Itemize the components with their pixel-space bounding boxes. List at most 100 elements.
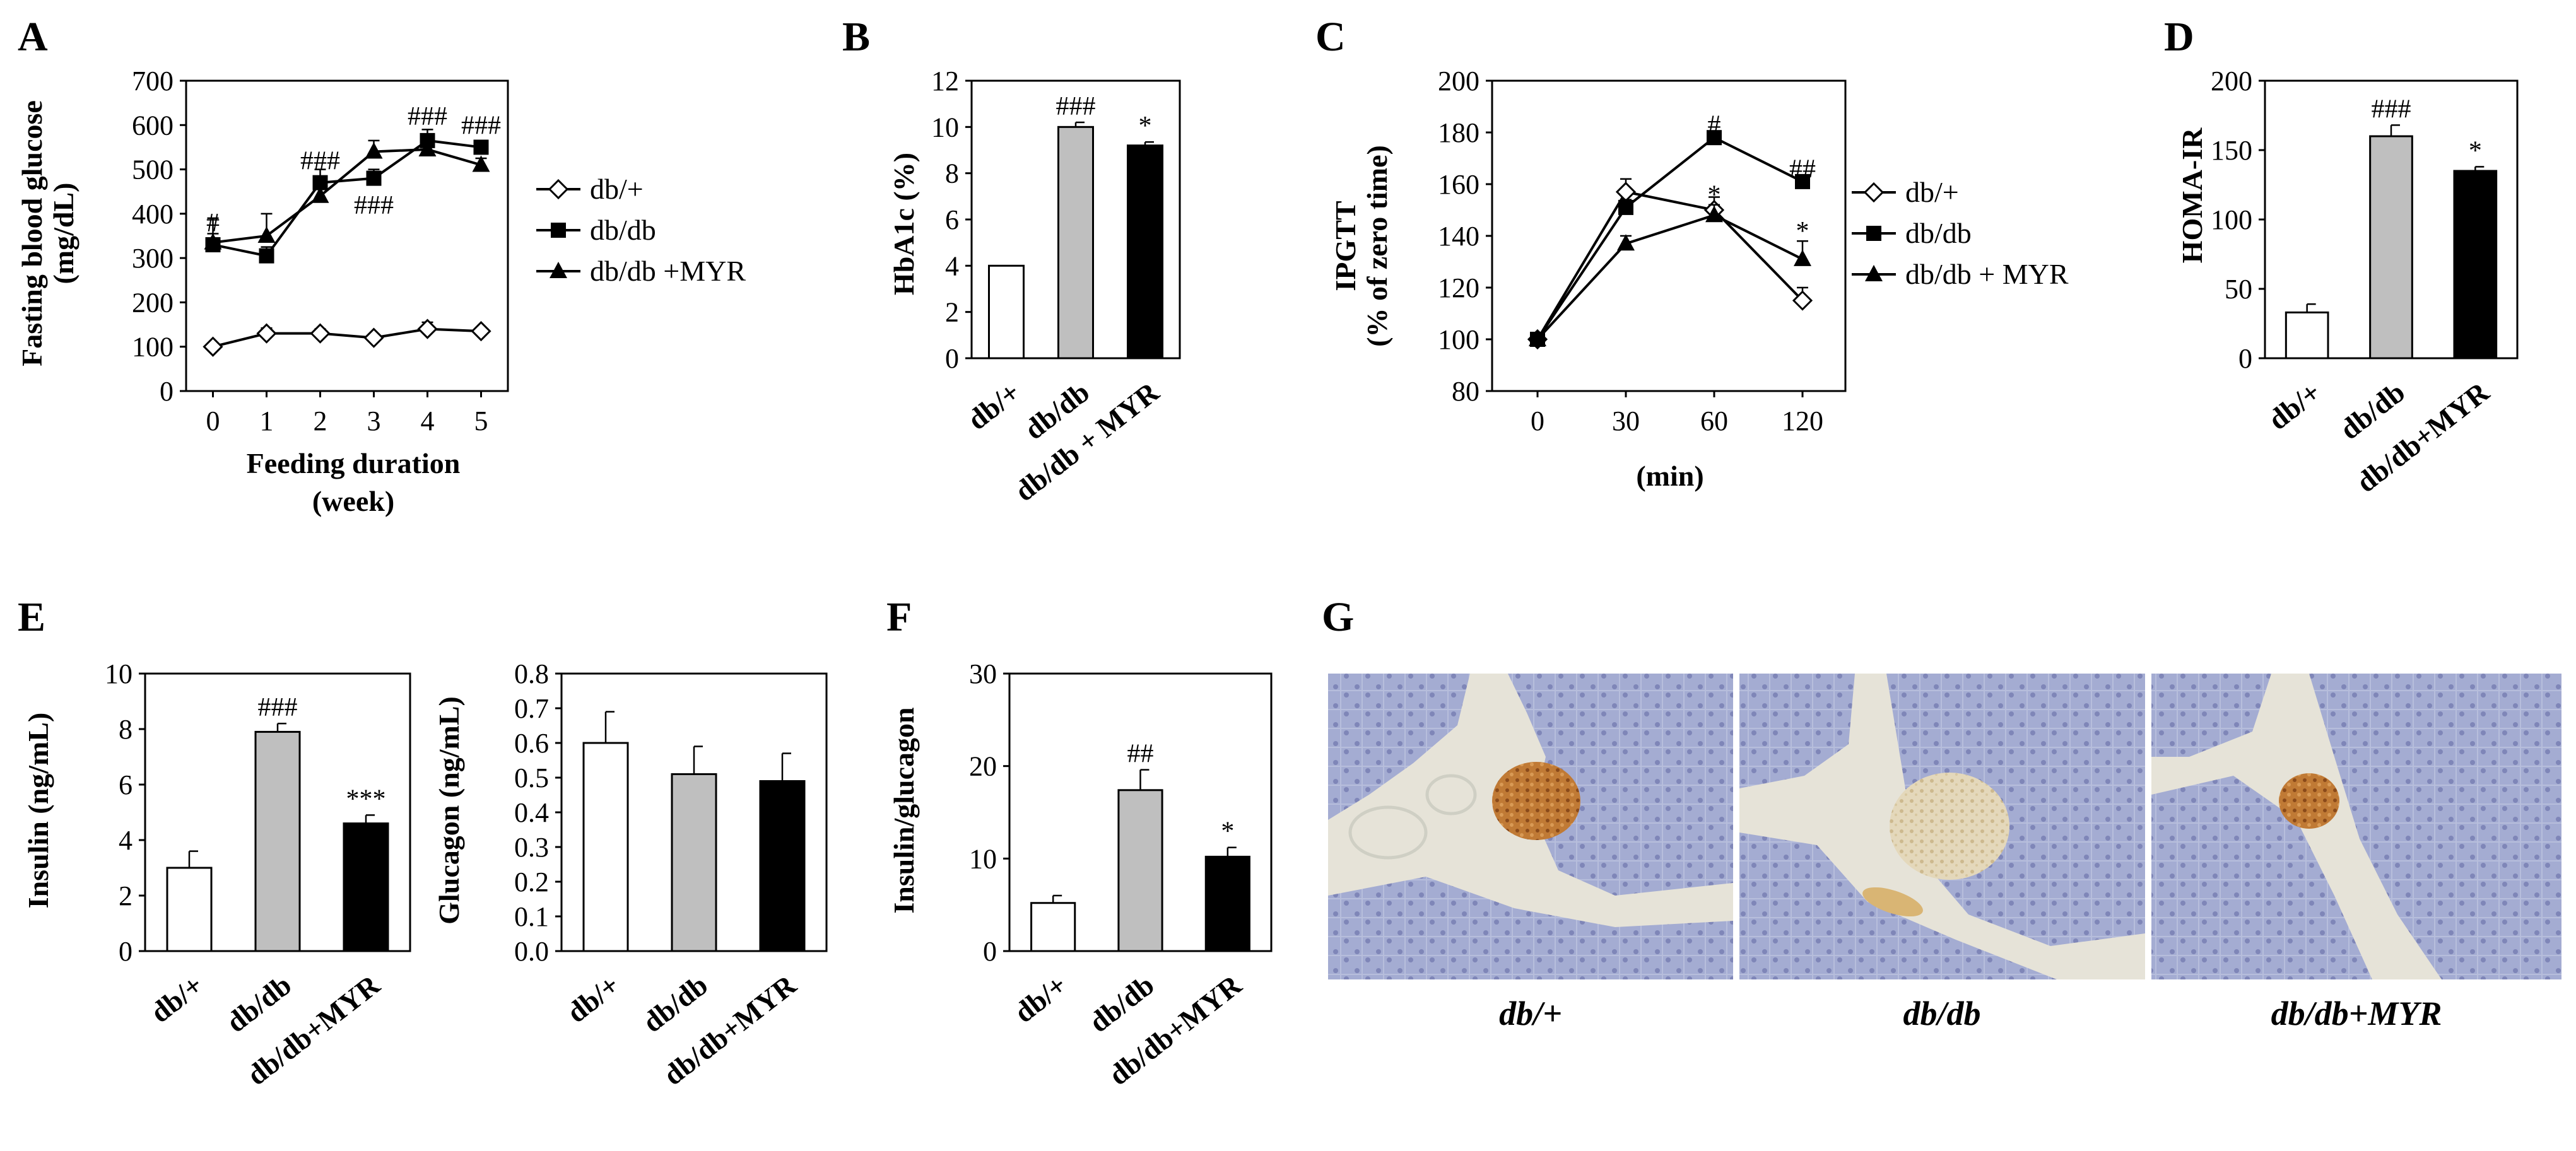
- panel-b-bar: [988, 264, 1025, 359]
- panel-a-xlabel-2: (week): [312, 485, 394, 517]
- panel-a-xtick-label: 5: [474, 406, 488, 436]
- panel-e2-ytick-label: 0.8: [514, 658, 549, 689]
- panel-c-xtick-label: 60: [1700, 406, 1728, 436]
- panel-c-ytick-label: 80: [1452, 376, 1479, 407]
- panel-a-significance-label: ###: [408, 102, 447, 131]
- panel-a-significance-label: ###: [461, 111, 501, 140]
- panel-c-ytick-label: 160: [1438, 169, 1479, 200]
- panel-a-ytick-label: 700: [132, 66, 173, 96]
- panel-f-bar: [1030, 902, 1076, 952]
- panel-c-legend-label: db/+: [1905, 176, 1959, 208]
- panel-c-ytick-label: 140: [1438, 221, 1479, 252]
- histology-image-db-db-myr: [2151, 674, 2561, 979]
- panel-letter-e: E: [18, 594, 45, 640]
- panel-b-bar: [1127, 144, 1163, 359]
- panel-e-ytick-label: 4: [119, 825, 132, 856]
- panel-f-category-label: db/db: [1083, 969, 1160, 1039]
- panel-b-ytick-label: 0: [945, 343, 959, 374]
- panel-c-ytick-label: 100: [1438, 324, 1479, 355]
- panel-d-bar: [2453, 170, 2498, 359]
- panel-c-data-point: [1795, 173, 1810, 189]
- islet-unstained: [1890, 773, 2009, 880]
- panel-a-legend-label: db/db +MYR: [590, 255, 746, 287]
- panel-letter-b: B: [842, 14, 870, 60]
- panel-c-legend-marker: [1865, 265, 1883, 281]
- panel-c-ytick-label: 200: [1438, 66, 1479, 96]
- panel-b-ytick-label: 12: [931, 66, 959, 96]
- panel-a-data-point: [311, 186, 329, 203]
- panel-c-data-point: [1794, 249, 1811, 266]
- panel-f-ylabel: Insulin/glucagon: [888, 707, 920, 913]
- panel-f-significance-label: ##: [1127, 740, 1154, 769]
- panel-a-plot-frame: [185, 79, 509, 392]
- histology-caption-2: db/db: [1903, 995, 1980, 1032]
- panel-d-ytick-label: 100: [2211, 204, 2252, 235]
- panel-a-legend-marker: [551, 223, 566, 238]
- panel-a-significance-label: ###: [354, 191, 394, 220]
- panel-a-series-line: [213, 327, 481, 348]
- panel-c-series-line: [1536, 136, 1803, 341]
- panel-b-bar: [1057, 126, 1094, 359]
- panel-c-significance-label: *: [1708, 180, 1721, 209]
- panel-c-xtick-label: 0: [1531, 406, 1544, 436]
- panel-e2-category-label: db/db: [637, 969, 714, 1039]
- panel-c-data-point: [1705, 206, 1723, 223]
- histology-caption-1: db/+: [1499, 995, 1562, 1032]
- panel-f-ytick-label: 0: [983, 936, 997, 967]
- panel-c-ylabel-2: (% of zero time): [1361, 145, 1393, 347]
- panel-e2-category-label: db/+: [561, 969, 625, 1029]
- panel-f-significance-label: *: [1221, 817, 1234, 846]
- panel-a-data-point: [473, 139, 489, 155]
- panel-c-xlabel: (min): [1636, 460, 1703, 492]
- panel-a-data-point: [259, 248, 274, 264]
- panel-e-ytick-label: 6: [119, 769, 132, 800]
- panel-e2-ytick-label: 0.1: [514, 901, 549, 932]
- panel-b-ytick-label: 6: [945, 204, 959, 235]
- panel-e2-ytick-label: 0.3: [514, 832, 549, 863]
- panel-e-ytick-label: 10: [105, 658, 132, 689]
- panel-b-ytick-label: 2: [945, 297, 959, 328]
- chart-panel-a: 0 100 200 300 400 500 600 700 0 1 2 3 4 5 db/+ db/db db/…: [132, 66, 746, 436]
- panel-a-xtick-label: 2: [314, 406, 327, 436]
- panel-e2-ylabel: Glucagon (ng/mL): [433, 696, 465, 925]
- panel-c-ytick-label: 120: [1438, 272, 1479, 303]
- panel-c-series-line: [1536, 190, 1804, 341]
- panel-letter-a: A: [18, 14, 48, 60]
- panel-d-significance-label: ###: [2372, 95, 2411, 124]
- chart-panel-c: 80 100 120 140 160 180 200 0 30 60 120 db/+ db/db db/…: [1438, 66, 2069, 436]
- panel-e-bar: [343, 822, 389, 952]
- panel-a-data-point: [203, 336, 223, 357]
- panel-f-bar: [1117, 789, 1163, 952]
- histology-caption-3: db/db+MYR: [2271, 995, 2442, 1032]
- panel-a-xtick-label: 3: [367, 406, 381, 436]
- panel-letter-f: F: [886, 594, 912, 640]
- panel-e-ylabel: Insulin (ng/mL): [22, 713, 54, 909]
- panel-c-data-point: [1615, 182, 1637, 202]
- panel-letter-g: G: [1322, 594, 1354, 640]
- panel-f-category-label: db/+: [1008, 969, 1073, 1029]
- panel-f-ytick-label: 10: [969, 843, 997, 874]
- panel-c-xtick-label: 30: [1612, 406, 1640, 436]
- panel-letter-d: D: [2164, 14, 2194, 60]
- panel-e-ytick-label: 2: [119, 880, 132, 911]
- panel-a-ytick-label: 400: [132, 199, 173, 230]
- panel-a-series-line: [213, 139, 481, 257]
- panel-b-significance-label: ###: [1056, 92, 1096, 121]
- panel-a-xtick-label: 1: [260, 406, 274, 436]
- panel-e2-ytick-label: 0.7: [514, 693, 549, 724]
- panel-c-significance-label: #: [1708, 111, 1721, 140]
- panel-a-data-point: [365, 142, 383, 159]
- panel-d-ytick-label: 0: [2238, 343, 2252, 374]
- panel-c-legend-marker: [1866, 226, 1881, 241]
- panel-c-legend-label: db/db + MYR: [1905, 258, 2069, 290]
- histology-image-db-db: [1739, 674, 2145, 979]
- panel-c-data-point: [1707, 130, 1722, 146]
- panel-e2-ytick-label: 0.6: [514, 728, 549, 759]
- panel-e-significance-label: ###: [258, 693, 298, 722]
- panel-d-ylabel: HOMA-IR: [2176, 127, 2208, 263]
- panel-e-bar: [254, 730, 301, 952]
- histology-image-db-plus: [1328, 674, 1733, 979]
- panel-a-significance-label: ###: [300, 147, 340, 176]
